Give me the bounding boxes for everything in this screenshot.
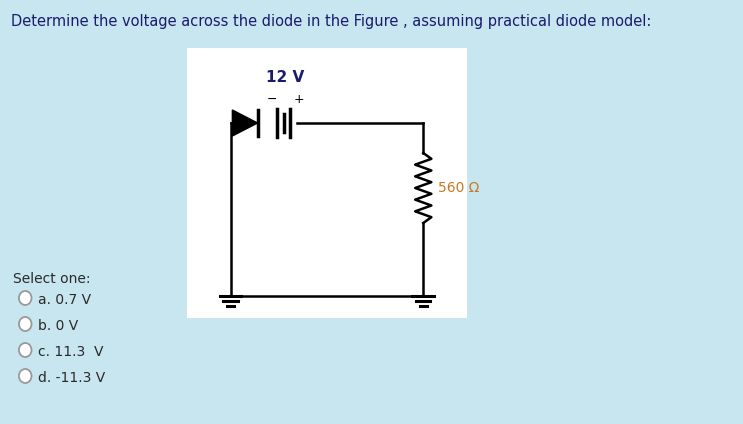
Circle shape <box>19 369 31 383</box>
Text: +: + <box>293 93 305 106</box>
Circle shape <box>19 317 31 331</box>
Text: −: − <box>267 93 277 106</box>
Text: Determine the voltage across the diode in the Figure , assuming practical diode : Determine the voltage across the diode i… <box>11 14 651 29</box>
Text: 12 V: 12 V <box>267 70 305 86</box>
Text: a. 0.7 V: a. 0.7 V <box>38 293 91 307</box>
Circle shape <box>19 291 31 305</box>
Text: 560 Ω: 560 Ω <box>438 181 479 195</box>
Polygon shape <box>233 110 258 136</box>
Text: Select one:: Select one: <box>13 272 90 286</box>
Circle shape <box>19 343 31 357</box>
Text: b. 0 V: b. 0 V <box>38 319 78 333</box>
Bar <box>187 48 467 318</box>
Text: d. -11.3 V: d. -11.3 V <box>38 371 105 385</box>
Text: c. 11.3  V: c. 11.3 V <box>38 345 103 359</box>
